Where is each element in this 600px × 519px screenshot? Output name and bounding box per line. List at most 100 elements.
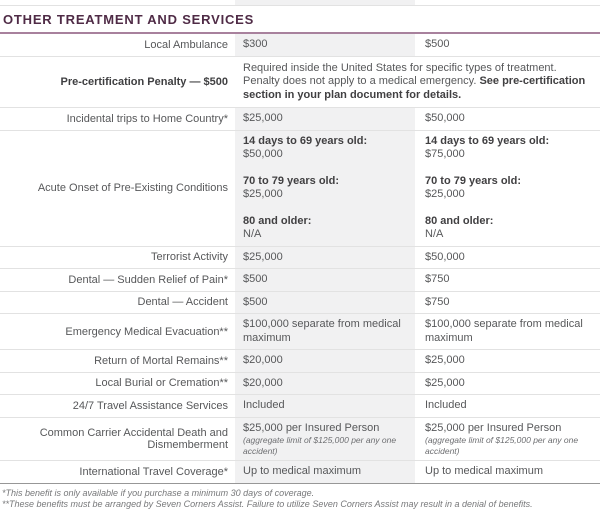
footnote-1: *This benefit is only available if you p… (2, 487, 315, 498)
benefit-value-cell: $750 (415, 292, 600, 314)
value-text: $25,000 (425, 354, 465, 366)
table-row: International Travel Coverage* Up to medi… (0, 461, 600, 484)
value-text: $50,000 (425, 250, 465, 263)
benefit-value-cell: $25,000 per Insured Person (aggregate lim… (415, 418, 600, 461)
benefit-value-cell: $50,000 (415, 247, 600, 269)
value-line: N/A (425, 228, 592, 242)
value-text: 70 to 79 years old: (425, 174, 521, 187)
value-line: $500 (425, 38, 592, 52)
value-text: $25,000 (243, 188, 283, 200)
value-text: $500 (243, 295, 268, 308)
value-line: (aggregate limit of $125,000 per any one… (243, 435, 407, 456)
benefit-value-cell: $500 (235, 269, 415, 291)
value-text: Required inside the United States for sp… (243, 61, 557, 88)
table-row: Incidental trips to Home Country* $25,000… (0, 108, 600, 131)
row-label: Emergency Medical Evacuation** (65, 325, 228, 338)
value-text: $100,000 separate from medical maximum (243, 318, 401, 344)
benefit-value-cell: $25,000 (235, 108, 415, 130)
row-label: Pre-certification Penalty — $500 (60, 75, 228, 88)
value-text: $20,000 (243, 354, 283, 366)
value-text: $25,000 (243, 112, 283, 124)
row-label: Dental — Sudden Relief of Pain* (68, 273, 228, 286)
value-line: (aggregate limit of $125,000 per any one… (425, 435, 592, 456)
value-line: $500 (243, 273, 407, 287)
value-text: N/A (425, 228, 444, 240)
value-text: $50,000 (243, 148, 283, 160)
row-label: Dental — Accident (137, 296, 229, 309)
benefit-value-cell: 14 days to 69 years old: $50,000 70 to 79 … (235, 130, 415, 246)
value-text: 14 days to 69 years old: (243, 134, 368, 147)
section-title: OTHER TREATMENT AND SERVICES (0, 6, 600, 34)
value-line: $25,000 (243, 188, 407, 202)
value-line: Required inside the United States for sp… (243, 62, 590, 103)
value-text: 70 to 79 years old: (243, 174, 339, 187)
table-row: Return of Mortal Remains** $20,000 $25,000 (0, 350, 600, 373)
value-line: Included (425, 399, 592, 413)
row-label: Local Ambulance (144, 38, 228, 51)
row-label: Return of Mortal Remains** (94, 354, 228, 367)
benefit-value-cell: $25,000 (235, 246, 415, 268)
row-label: Local Burial or Cremation** (95, 377, 228, 390)
value-text: 14 days to 69 years old: (425, 134, 550, 147)
benefit-value-cell: Up to medical maximum (415, 461, 600, 483)
value-text: (aggregate limit of $125,000 per any one… (243, 435, 397, 456)
value-line: 70 to 79 years old: (243, 175, 407, 189)
value-line: 14 days to 69 years old: (243, 135, 407, 149)
row-label: Terrorist Activity (150, 251, 228, 264)
value-line: $20,000 (243, 377, 407, 391)
value-line: Up to medical maximum (425, 465, 592, 479)
row-label: Acute Onset of Pre-Existing Conditions (37, 182, 228, 194)
value-line: $100,000 separate from medical maximum (425, 318, 592, 345)
value-line: $25,000 (425, 188, 592, 202)
value-line: $500 (243, 296, 407, 310)
value-text: Included (425, 399, 467, 411)
value-text: $25,000 per Insured Person (243, 421, 380, 434)
benefit-value-cell: $50,000 (415, 108, 600, 130)
benefit-value-cell: $100,000 separate from medical maximum (415, 314, 600, 349)
table-row: Common Carrier Accidental Death and Dism… (0, 417, 600, 461)
value-line: 70 to 79 years old: (425, 175, 592, 189)
value-text: 80 and older: (243, 214, 312, 227)
value-line: 80 and older: (425, 215, 592, 229)
table-row: Emergency Medical Evacuation** $100,000 s… (0, 314, 600, 350)
value-text: $50,000 (425, 112, 465, 124)
value-text: $25,000 (425, 188, 465, 200)
partial-row-top (0, 0, 600, 6)
value-text: Up to medical maximum (243, 465, 361, 477)
value-text: $750 (425, 273, 450, 285)
table-row: Acute Onset of Pre-Existing Conditions 14… (0, 130, 600, 247)
value-text: $25,000 (243, 250, 283, 263)
value-line: Included (243, 399, 407, 413)
benefit-value-cell: $20,000 (235, 372, 415, 394)
row-label: International Travel Coverage* (79, 465, 228, 478)
value-line: $25,000 (425, 377, 592, 391)
row-label: Incidental trips to Home Country* (66, 112, 228, 125)
value-line: Up to medical maximum (243, 465, 407, 479)
value-line: 80 and older: (243, 215, 407, 229)
value-text: $75,000 (425, 148, 465, 160)
benefit-value-cell: $25,000 (415, 373, 600, 395)
benefit-value-cell: $750 (415, 269, 600, 291)
table-row: Local Burial or Cremation** $20,000 $25,00… (0, 372, 600, 395)
table-row: Pre-certification Penalty — $500 Required… (0, 57, 600, 108)
benefit-value-cell: Up to medical maximum (235, 461, 415, 483)
benefit-value-cell: Included (415, 395, 600, 417)
value-text: $500 (243, 273, 268, 285)
value-line: $50,000 (243, 148, 407, 162)
benefit-value-cell: $20,000 (235, 350, 415, 372)
benefits-table: Local Ambulance $300 $500 Pre-certification… (0, 34, 600, 484)
row-label: Common Carrier Accidental Death and Dism… (39, 426, 228, 451)
value-text: N/A (243, 228, 262, 240)
value-line: $300 (243, 38, 407, 52)
value-text: (aggregate limit of $125,000 per any one… (425, 435, 579, 456)
row-note-cell: Required inside the United States for sp… (235, 57, 600, 108)
partial-row-shaded-cell (235, 0, 415, 5)
benefit-value-cell: $500 (415, 34, 600, 56)
value-line: $75,000 (425, 148, 592, 162)
benefit-value-cell: $100,000 separate from medical maximum (235, 314, 415, 349)
table-row: 24/7 Travel Assistance Services Included I… (0, 395, 600, 418)
table-row: Dental — Sudden Relief of Pain* $500 $750 (0, 269, 600, 292)
value-text: $25,000 per Insured Person (425, 421, 562, 434)
value-line: 14 days to 69 years old: (425, 135, 592, 149)
